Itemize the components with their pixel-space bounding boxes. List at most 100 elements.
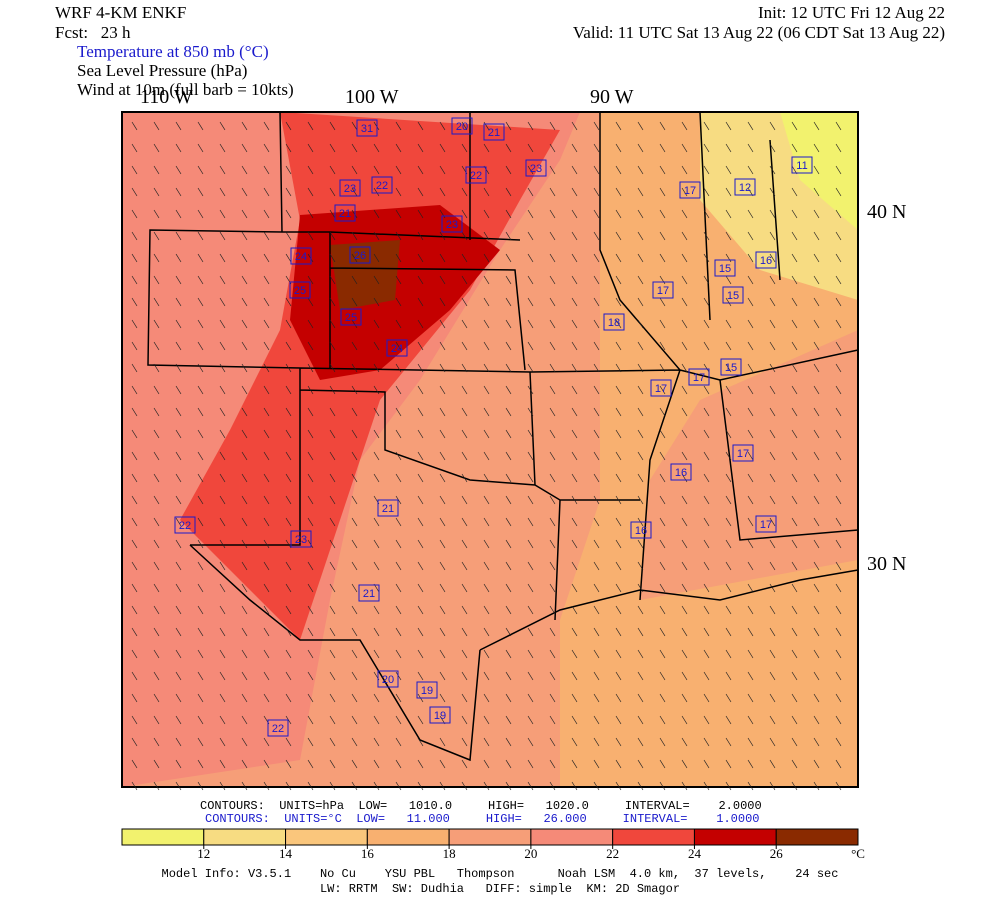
wind-barb [285, 671, 292, 681]
wind-barb [263, 649, 270, 659]
wind-barb [791, 385, 798, 395]
wind-barb [307, 297, 314, 307]
wind-barb [615, 715, 622, 725]
contour-label-box [465, 166, 487, 184]
wind-barb [747, 121, 754, 131]
wind-barb [725, 737, 732, 747]
wind-barb [197, 561, 204, 571]
wind-barb [417, 517, 424, 527]
wind-barb [747, 275, 754, 285]
wind-barb [571, 121, 578, 131]
wind-barb [439, 187, 446, 197]
wind-barb [417, 429, 424, 439]
wind-barb [681, 407, 688, 417]
wind-barb [483, 429, 490, 439]
wind-barb [637, 627, 644, 637]
wind-barb [417, 737, 424, 747]
wind-barb [329, 253, 336, 263]
colorbar-swatch [775, 828, 859, 846]
wind-barb [131, 363, 138, 373]
wind-barb [461, 451, 468, 461]
contour-label: 22 [470, 170, 482, 182]
wind-barb [681, 187, 688, 197]
wind-barb [527, 363, 534, 373]
wind-barb [131, 341, 138, 351]
wind-barb [285, 165, 292, 175]
wind-barb [769, 143, 776, 153]
wind-barb [681, 143, 688, 153]
wind-barb [241, 231, 248, 241]
wind-barb [725, 209, 732, 219]
wind-barb [307, 429, 314, 439]
wind-barb [505, 253, 512, 263]
wind-barb [153, 341, 160, 351]
wind-barb [813, 385, 820, 395]
wind-barb [703, 165, 710, 175]
wind-barb [549, 451, 556, 461]
wind-barb [659, 187, 666, 197]
wind-barb [505, 583, 512, 593]
wind-barb [747, 451, 754, 461]
wind-barb [395, 231, 402, 241]
wind-barb [417, 583, 424, 593]
wind-barb [527, 407, 534, 417]
wind-barb [703, 737, 710, 747]
wind-barb [263, 473, 270, 483]
wind-barb [813, 495, 820, 505]
contour-label: 15 [725, 362, 737, 374]
wind-barb [813, 451, 820, 461]
wind-barb [659, 583, 666, 593]
wind-barb [263, 121, 270, 131]
wind-barb [351, 737, 358, 747]
contour-label-box [688, 368, 710, 386]
wind-barb [219, 649, 226, 659]
wind-barb [659, 275, 666, 285]
wind-barb [571, 187, 578, 197]
wind-barb [637, 231, 644, 241]
wind-barb [285, 693, 292, 703]
wind-barb [219, 539, 226, 549]
colorbar-swatch [530, 828, 614, 846]
wind-barb [835, 319, 842, 329]
wind-barb [241, 319, 248, 329]
contour-label: 18 [608, 317, 620, 329]
wind-barb [681, 165, 688, 175]
contour-label-box [630, 521, 652, 539]
wind-barb [791, 715, 798, 725]
wind-barb [637, 253, 644, 263]
wind-barb [549, 209, 556, 219]
wind-barb [835, 737, 842, 747]
wind-barb [351, 121, 358, 131]
wind-barb [747, 561, 754, 571]
wind-barb [395, 319, 402, 329]
wind-barb [461, 407, 468, 417]
wind-barb [659, 649, 666, 659]
wind-barb [571, 165, 578, 175]
contour-label: 24 [391, 343, 403, 355]
wind-barb [571, 627, 578, 637]
wind-barb [637, 363, 644, 373]
wind-barb [505, 297, 512, 307]
wind-barb [791, 517, 798, 527]
wind-barb [307, 231, 314, 241]
temp-region [560, 112, 858, 787]
wind-barb [285, 517, 292, 527]
wind-barb [175, 561, 182, 571]
wind-barb [615, 561, 622, 571]
wind-barb [131, 627, 138, 637]
wind-barb [219, 517, 226, 527]
wind-barb [329, 429, 336, 439]
wind-barb [615, 583, 622, 593]
wind-barb [637, 473, 644, 483]
wind-barb [593, 517, 600, 527]
wind-barb [461, 737, 468, 747]
wind-barb [461, 561, 468, 571]
colorbar-tick-label: 12 [197, 846, 210, 861]
wind-barb [615, 143, 622, 153]
wind-barb [351, 451, 358, 461]
wind-barb [769, 495, 776, 505]
contour-label-box [525, 159, 547, 177]
wind-barb [373, 627, 380, 637]
wind-barb [483, 253, 490, 263]
wind-barb [813, 319, 820, 329]
